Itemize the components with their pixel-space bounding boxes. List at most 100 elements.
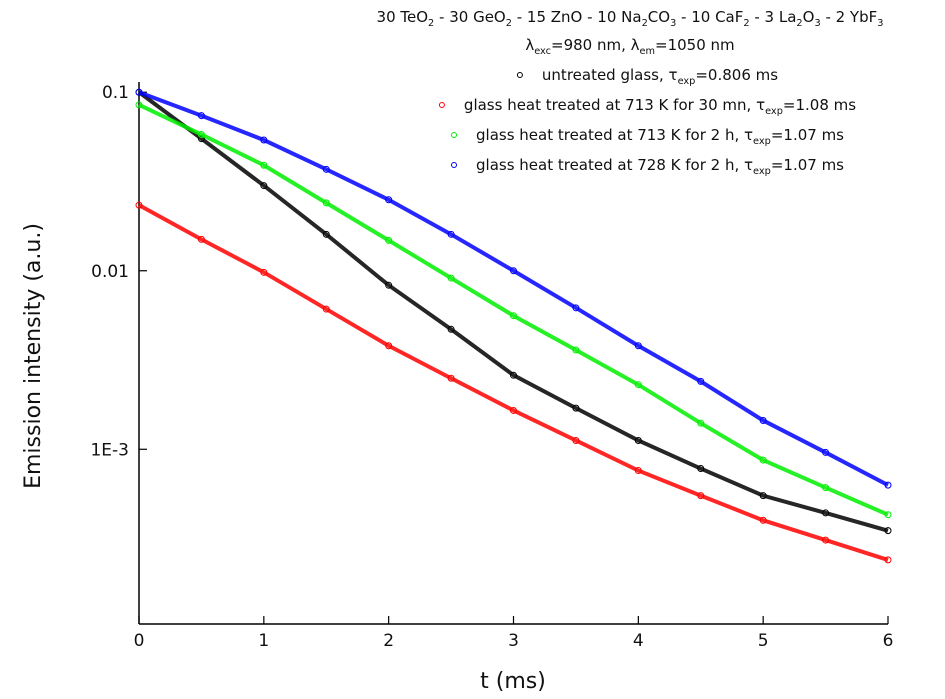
data-point — [822, 448, 830, 456]
decay-trace — [138, 103, 889, 517]
data-point — [572, 404, 580, 412]
data-point — [759, 516, 767, 524]
data-point — [759, 492, 767, 500]
data-point — [634, 381, 642, 389]
data-point — [322, 165, 330, 173]
x-tick-label: 2 — [383, 631, 394, 651]
data-point — [884, 511, 892, 519]
legend-marker — [451, 132, 457, 138]
x-tick-label: 3 — [508, 631, 519, 651]
subscript: 2 — [743, 18, 749, 29]
data-point — [260, 182, 268, 190]
data-point — [510, 371, 517, 379]
subscript: 3 — [877, 18, 883, 29]
data-point — [884, 527, 892, 535]
x-tick-label: 5 — [758, 631, 769, 651]
text-part: =0.806 ms — [695, 66, 778, 84]
data-point — [510, 312, 517, 320]
data-point — [572, 304, 580, 312]
text-part: - 10 CaF — [676, 8, 743, 26]
data-point — [884, 556, 892, 564]
y-tick-label: 0.1 — [102, 83, 129, 103]
subscript: exp — [753, 166, 771, 177]
data-point — [385, 236, 393, 244]
text-part: =980 nm, λ — [551, 36, 640, 54]
text-part: 30 TeO — [377, 8, 429, 26]
text-part: glass heat treated at 713 K for 30 mn, τ — [464, 96, 765, 114]
y-tick-label: 0.01 — [91, 262, 129, 282]
legend-marker — [451, 162, 457, 168]
chart-subtitle: λexc=980 nm, λem=1050 nm — [525, 36, 734, 57]
text-part: CO — [648, 8, 670, 26]
data-point — [822, 484, 830, 492]
data-point — [447, 274, 455, 282]
data-point — [385, 196, 393, 204]
legend-label: glass heat treated at 713 K for 2 h, τex… — [476, 126, 844, 147]
legend-label: glass heat treated at 713 K for 30 mn, τ… — [464, 96, 856, 117]
y-tick-label: 1E-3 — [90, 440, 129, 460]
x-tick-label: 6 — [883, 631, 894, 651]
data-point — [697, 465, 705, 473]
legend-marker — [438, 102, 445, 108]
data-point — [822, 509, 830, 517]
data-point — [447, 230, 455, 238]
text-part: =1.07 ms — [771, 126, 844, 144]
data-point — [759, 456, 767, 464]
data-point — [197, 130, 205, 138]
data-point — [260, 161, 268, 169]
data-point — [135, 101, 143, 109]
text-part: =1050 nm — [655, 36, 735, 54]
data-point — [884, 481, 892, 489]
data-point — [634, 436, 642, 444]
data-point — [135, 201, 143, 209]
data-point — [385, 342, 393, 350]
data-point — [197, 235, 205, 243]
data-point — [135, 88, 143, 96]
data-point — [510, 406, 517, 414]
data-point — [510, 267, 517, 275]
data-point — [572, 436, 580, 444]
subscript: 2 — [642, 18, 648, 29]
data-point — [447, 374, 455, 382]
data-point — [759, 416, 767, 424]
text-part: =1.08 ms — [783, 96, 856, 114]
data-point — [697, 377, 705, 385]
data-point — [572, 346, 580, 354]
data-point — [197, 112, 205, 120]
decay-trace — [138, 203, 889, 562]
data-point — [634, 467, 642, 475]
subscript: 3 — [670, 18, 676, 29]
x-tick-label: 1 — [258, 631, 269, 651]
decay-trace — [138, 90, 889, 487]
text-part: untreated glass, τ — [542, 66, 678, 84]
data-point — [322, 199, 330, 207]
data-point — [260, 268, 268, 276]
data-point — [385, 281, 393, 289]
x-tick-label: 0 — [134, 631, 145, 651]
subscript: 2 — [506, 18, 512, 29]
subscript: 2 — [428, 18, 434, 29]
text-part: glass heat treated at 713 K for 2 h, τ — [476, 126, 753, 144]
text-part: λ — [525, 36, 534, 54]
text-part: O — [803, 8, 815, 26]
text-part: - 3 La — [750, 8, 797, 26]
x-axis-title: t (ms) — [480, 669, 546, 694]
text-part: - 2 YbF — [821, 8, 878, 26]
text-part: - 15 ZnO - 10 Na — [512, 8, 642, 26]
data-point — [260, 136, 268, 144]
legend-label: untreated glass, τexp=0.806 ms — [542, 66, 778, 87]
subscript: 3 — [814, 18, 820, 29]
data-point — [447, 325, 455, 333]
data-point — [634, 342, 642, 350]
text-part: glass heat treated at 728 K for 2 h, τ — [476, 156, 753, 174]
subscript: 2 — [796, 18, 802, 29]
x-tick-label: 4 — [633, 631, 644, 651]
data-point — [822, 536, 830, 544]
chart-title: 30 TeO2 - 30 GeO2 - 15 ZnO - 10 Na2CO3 -… — [377, 8, 884, 29]
decay-trace — [137, 90, 889, 533]
subscript: em — [640, 46, 656, 57]
data-point — [697, 492, 705, 500]
legend-marker — [516, 72, 523, 78]
subscript: exc — [534, 46, 551, 57]
